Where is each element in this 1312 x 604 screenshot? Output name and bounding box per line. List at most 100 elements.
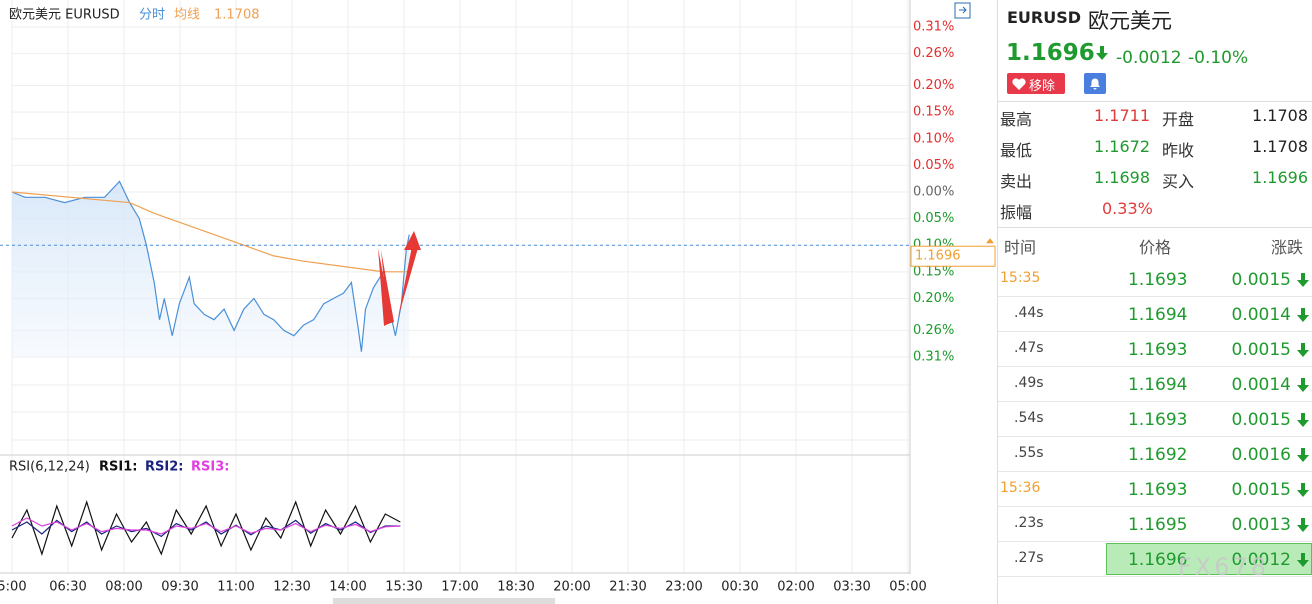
trade-row: 15:36 1.1693 0.0015: [998, 472, 1312, 507]
trade-change: 0.0014: [1231, 305, 1291, 325]
stat-value: 0.33%: [1102, 199, 1153, 218]
trade-change: 0.0015: [1231, 340, 1291, 360]
trade-time: .49s: [1014, 375, 1044, 391]
annotation-arrow: [381, 250, 394, 324]
trade-time: .27s: [1014, 550, 1044, 566]
down-arrow: [1297, 413, 1309, 427]
x-tick-label: 02:00: [777, 580, 814, 595]
stat-value: 1.1708: [1252, 106, 1308, 125]
stat-value: 1.1696: [1252, 168, 1308, 187]
alert-button[interactable]: [1084, 73, 1106, 94]
x-tick-label: 18:30: [497, 580, 534, 595]
series-line: [11, 517, 401, 535]
quote-panel: EURUSD 欧元美元 1.1696 -0.0012 -0.10% 移除 最高 …: [997, 0, 1312, 604]
quote-change-pct: -0.10%: [1188, 48, 1249, 68]
stat-label: 买入: [1162, 172, 1195, 191]
bell-icon: [1090, 78, 1100, 90]
trade-time: .55s: [1014, 445, 1044, 461]
down-arrow: [1297, 483, 1309, 497]
remove-label: 移除: [1029, 79, 1056, 94]
trade-row: .44s 1.1694 0.0014: [998, 297, 1312, 332]
trade-price: 1.1693: [1128, 340, 1188, 360]
series-line: [11, 191, 409, 273]
trade-row: 15:35 1.1693 0.0015: [998, 262, 1312, 297]
trade-price: 1.1694: [1128, 375, 1188, 395]
trade-change: 0.0016: [1231, 445, 1291, 465]
x-tick-label: 21:30: [609, 580, 646, 595]
x-tick-label: 20:00: [553, 580, 590, 595]
trades-header: 价格: [1139, 238, 1172, 257]
x-tick-label: 12:30: [273, 580, 310, 595]
down-arrow: [1297, 518, 1309, 532]
y-tick-label: 0.26%: [913, 323, 954, 338]
down-arrow: [1297, 378, 1309, 392]
trade-row: .55s 1.1692 0.0016: [998, 437, 1312, 472]
price-area: [12, 181, 410, 357]
y-tick-label: 0.05%: [913, 211, 954, 226]
y-tick-label: 0.15%: [913, 264, 954, 279]
trade-price: 1.1692: [1128, 445, 1188, 465]
down-arrow: [1297, 553, 1309, 567]
chart-title: 欧元美元 EURUSD: [9, 8, 120, 23]
stat-label: 最低: [1000, 141, 1033, 160]
quote-symbol: EURUSD: [1007, 8, 1082, 27]
stat-label: 昨收: [1162, 141, 1195, 160]
legend-avg: 均线: [174, 8, 200, 23]
trades-header: 时间: [1004, 238, 1037, 257]
trade-row: .27s 1.1696 0.0012: [998, 542, 1312, 577]
trade-time: 15:36: [1000, 480, 1041, 496]
trade-row: .47s 1.1693 0.0015: [998, 332, 1312, 367]
scrollbar[interactable]: [333, 598, 555, 604]
exit-fullscreen-glyph: [959, 6, 967, 14]
y-tick-label: 0.31%: [913, 350, 954, 365]
down-arrow: [1297, 448, 1309, 462]
y-tick-label: 0.05%: [913, 158, 954, 173]
x-tick-label: 00:30: [721, 580, 758, 595]
y-tick-label: 0.20%: [913, 291, 954, 306]
trade-row: .54s 1.1693 0.0015: [998, 402, 1312, 437]
last-price-label: 1.1696: [915, 249, 961, 264]
plot: 0.31% 0.26% 0.20% 0.15% 0.10% 0.05% 0.00% 0.05%…: [0, 20, 996, 595]
rsi-legend: RSI1:: [99, 460, 137, 475]
legend-line: 分时: [139, 8, 165, 23]
y-tick-label: 0.15%: [913, 105, 954, 120]
y-tick-label: 0.20%: [913, 78, 954, 93]
trade-change: 0.0015: [1231, 480, 1291, 500]
trade-time: .44s: [1014, 305, 1044, 321]
rsi-legend: RSI3:: [191, 460, 229, 475]
trade-time: 15:35: [1000, 270, 1041, 286]
trade-change: 0.0013: [1231, 515, 1291, 535]
stat-value: 1.1708: [1252, 137, 1308, 156]
stat-value: 1.1711: [1094, 106, 1150, 125]
quote-name: 欧元美元: [1088, 9, 1172, 33]
y-tick-label: 0.31%: [913, 20, 954, 35]
remove-button[interactable]: 移除: [1007, 73, 1065, 94]
x-tick-label: 09:30: [161, 580, 198, 595]
stat-value: 1.1672: [1094, 137, 1150, 156]
x-tick-label: 03:30: [833, 580, 870, 595]
trade-change: 0.0015: [1231, 270, 1291, 290]
quote-price: 1.1696: [1006, 40, 1095, 66]
x-tick-label: 15:30: [385, 580, 422, 595]
annotation-arrow: [378, 248, 392, 326]
legend-avg-value: 1.1708: [214, 8, 260, 23]
down-arrow: [1297, 308, 1309, 322]
trade-time: .23s: [1014, 515, 1044, 531]
last-price-box: [910, 245, 996, 267]
trade-price: 1.1696: [1128, 550, 1188, 570]
chart: 0.31% 0.26% 0.20% 0.15% 0.10% 0.05% 0.00% 0.05%…: [0, 0, 996, 604]
trade-change: 0.0012: [1231, 550, 1291, 570]
y-tick-label: 0.00%: [913, 185, 954, 200]
annotation-arrow: [404, 231, 421, 250]
series-line: [11, 500, 401, 556]
quote-change: -0.0012: [1116, 48, 1182, 68]
trade-time: .47s: [1014, 340, 1044, 356]
last-price-marker: [986, 238, 994, 244]
x-tick-label: 14:00: [329, 580, 366, 595]
trade-price: 1.1693: [1128, 410, 1188, 430]
divider: [998, 101, 1312, 102]
stat-label: 开盘: [1162, 110, 1195, 129]
divider: [998, 227, 1312, 228]
trade-change: 0.0014: [1231, 375, 1291, 395]
